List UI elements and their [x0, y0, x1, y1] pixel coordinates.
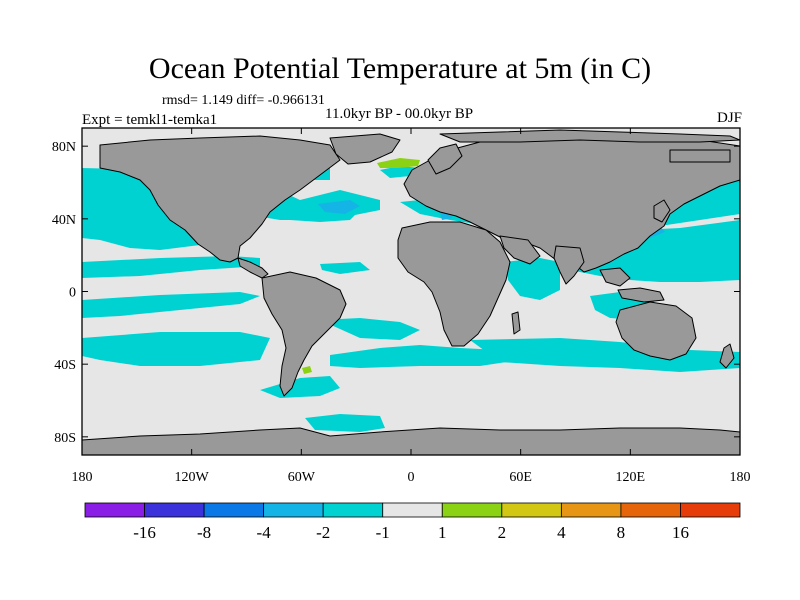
map-title: Ocean Potential Temperature at 5m (in C) [148, 52, 652, 85]
colorbar-label: -1 [376, 523, 390, 542]
y-tick-label: 0 [69, 286, 76, 301]
colorbar-label: -16 [133, 523, 156, 542]
land-masses [82, 129, 740, 455]
colorbar-swatch [84, 502, 145, 518]
colorbar-swatch [560, 502, 622, 518]
colorbar-swatch [501, 502, 562, 518]
experiment-label: Expt = temkl1-temka1 [82, 112, 218, 128]
warming-anomaly-regions [302, 158, 420, 374]
x-tick-label: 120E [616, 470, 646, 485]
colorbar-swatch [620, 502, 681, 518]
colorbar-label: -8 [197, 523, 211, 542]
x-tick-label: 60E [509, 470, 532, 485]
period-label: 11.0kyr BP - 00.0kyr BP [325, 106, 474, 122]
colorbar-label: 16 [672, 523, 689, 542]
y-tick-label: 80N [52, 140, 76, 155]
season-label: DJF [716, 110, 742, 126]
y-axis: 80N 40N 0 40S 80S [52, 140, 740, 446]
x-tick-label: 60W [288, 470, 316, 485]
x-tick-label: 180 [72, 470, 93, 485]
colorbar-label: 4 [557, 523, 566, 542]
colorbar-label: -2 [316, 523, 330, 542]
colorbar-swatch [382, 502, 443, 518]
colorbar-swatch [441, 502, 503, 518]
stats-label: rmsd= 1.149 diff= -0.966131 [162, 93, 325, 108]
colorbar-label: 2 [498, 523, 507, 542]
colorbar-swatch [203, 502, 265, 518]
x-tick-label: 180 [730, 470, 751, 485]
colorbar-swatch [144, 502, 205, 518]
colorbar: -16 -8 -4 -2 -1 1 2 4 8 16 [84, 502, 741, 542]
y-tick-label: 40S [54, 358, 76, 373]
x-axis: 180 120W 60W 0 60E 120E 180 [72, 128, 751, 485]
colorbar-label: -4 [257, 523, 272, 542]
colorbar-swatch [680, 502, 741, 518]
y-tick-label: 40N [52, 213, 76, 228]
y-tick-label: 80S [54, 431, 76, 446]
map-panel [82, 128, 740, 455]
colorbar-label: 8 [617, 523, 626, 542]
x-tick-label: 120W [175, 470, 210, 485]
colorbar-swatch [263, 502, 324, 518]
x-tick-label: 0 [408, 470, 415, 485]
colorbar-swatch [322, 502, 384, 518]
colorbar-label: 1 [438, 523, 447, 542]
